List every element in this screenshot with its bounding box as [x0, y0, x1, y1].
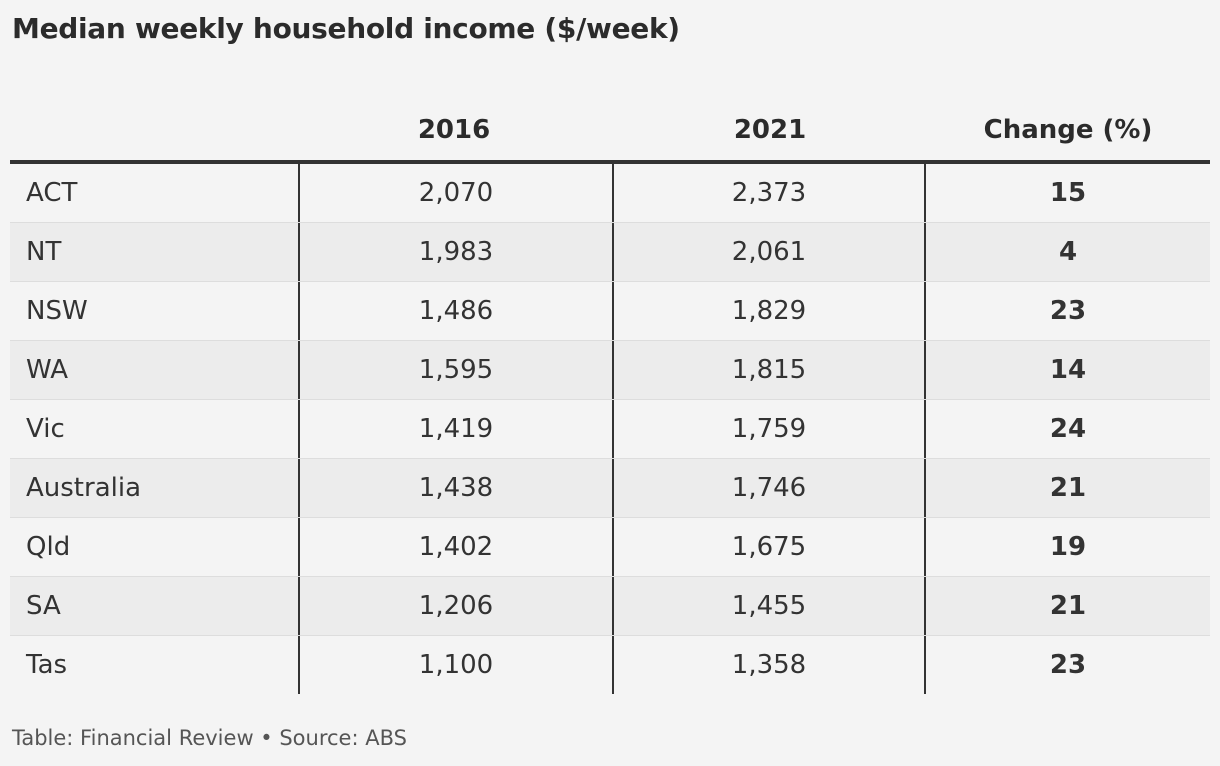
- source-note: Table: Financial Review • Source: ABS: [12, 726, 407, 750]
- income-table: 2016 2021 Change (%) ACT 2,070 2,373 15 NT 1,…: [10, 100, 1210, 694]
- value-2016: 1,595: [300, 341, 614, 399]
- value-change: 21: [1049, 473, 1087, 503]
- row-label: ACT: [10, 164, 300, 222]
- row-label: WA: [10, 341, 300, 399]
- row-label: Vic: [10, 400, 300, 458]
- row-label: NT: [10, 223, 300, 281]
- value-change: 23: [1049, 296, 1087, 326]
- header-2016: 2016: [417, 115, 491, 145]
- value-2021: 1,455: [614, 577, 926, 635]
- table-row: WA 1,595 1,815 14: [10, 341, 1210, 400]
- value-change: 23: [1049, 650, 1087, 680]
- row-label: Australia: [10, 459, 300, 517]
- table-row: Qld 1,402 1,675 19: [10, 518, 1210, 577]
- value-2016: 2,070: [300, 164, 614, 222]
- value-2016: 1,983: [300, 223, 614, 281]
- value-2016: 1,438: [300, 459, 614, 517]
- table-row: SA 1,206 1,455 21: [10, 577, 1210, 636]
- table-row: NSW 1,486 1,829 23: [10, 282, 1210, 341]
- value-2021: 1,746: [614, 459, 926, 517]
- value-2021: 1,829: [614, 282, 926, 340]
- header-label: [10, 100, 300, 160]
- value-change: 21: [1049, 591, 1087, 621]
- row-label: NSW: [10, 282, 300, 340]
- value-change: 19: [1049, 532, 1087, 562]
- value-change: 4: [1058, 237, 1078, 267]
- value-2016: 1,419: [300, 400, 614, 458]
- value-change: 24: [1049, 414, 1087, 444]
- value-2016: 1,100: [300, 636, 614, 694]
- value-2021: 1,358: [614, 636, 926, 694]
- table-row: Australia 1,438 1,746 21: [10, 459, 1210, 518]
- table-body: ACT 2,070 2,373 15 NT 1,983 2,061 4 NSW 1,486 1,82…: [10, 164, 1210, 694]
- value-2021: 2,373: [614, 164, 926, 222]
- value-2021: 2,061: [614, 223, 926, 281]
- value-2016: 1,402: [300, 518, 614, 576]
- value-2021: 1,759: [614, 400, 926, 458]
- value-2021: 1,675: [614, 518, 926, 576]
- row-label: SA: [10, 577, 300, 635]
- value-change: 15: [1049, 178, 1087, 208]
- table-row: ACT 2,070 2,373 15: [10, 164, 1210, 223]
- row-label: Tas: [10, 636, 300, 694]
- value-2021: 1,815: [614, 341, 926, 399]
- table-row: NT 1,983 2,061 4: [10, 223, 1210, 282]
- table-row: Tas 1,100 1,358 23: [10, 636, 1210, 694]
- value-2016: 1,486: [300, 282, 614, 340]
- value-change: 14: [1049, 355, 1087, 385]
- table-header: 2016 2021 Change (%): [10, 100, 1210, 164]
- value-2016: 1,206: [300, 577, 614, 635]
- row-label: Qld: [10, 518, 300, 576]
- header-change: Change (%): [983, 115, 1153, 145]
- table-row: Vic 1,419 1,759 24: [10, 400, 1210, 459]
- chart-title: Median weekly household income ($/week): [12, 12, 680, 45]
- header-2021: 2021: [733, 115, 807, 145]
